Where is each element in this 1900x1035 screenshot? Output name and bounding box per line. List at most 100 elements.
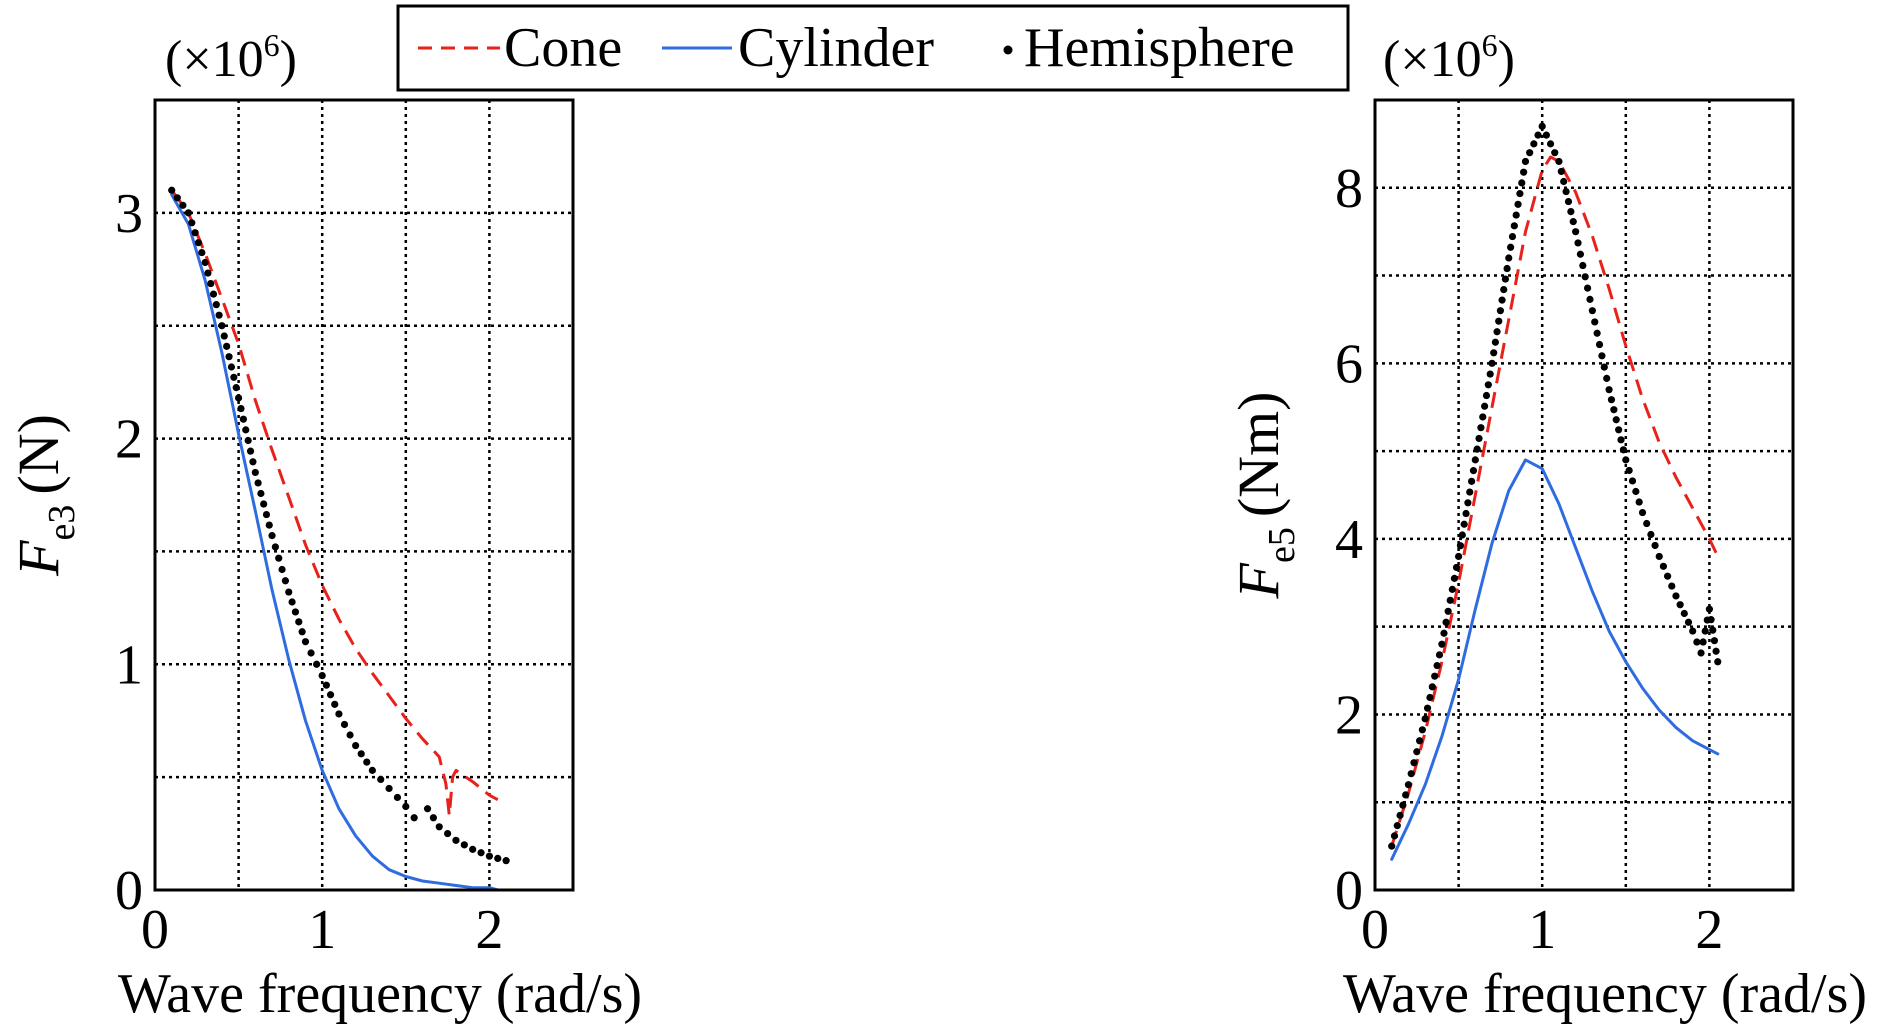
ytick-label-fe5: 6 xyxy=(1335,333,1363,395)
series-point-hemisphere-fe3 xyxy=(268,532,276,540)
xtick-label-fe3: 1 xyxy=(308,899,336,961)
series-point-hemisphere-fe5 xyxy=(1664,572,1672,580)
series-point-hemisphere-fe3 xyxy=(429,814,437,822)
series-point-hemisphere-fe3 xyxy=(477,849,485,857)
series-point-hemisphere-fe5 xyxy=(1490,349,1498,357)
series-point-hemisphere-fe5 xyxy=(1468,477,1476,485)
series-point-hemisphere-fe5 xyxy=(1647,530,1655,539)
series-point-hemisphere-fe5 xyxy=(1477,424,1485,432)
ylabel-fe3: Fe3 (N) xyxy=(6,414,83,577)
series-point-hemisphere-fe3 xyxy=(460,841,468,849)
series-point-hemisphere-fe5 xyxy=(1450,574,1459,582)
series-point-hemisphere-fe5 xyxy=(1581,273,1589,281)
series-point-hemisphere-fe5 xyxy=(1564,197,1573,206)
series-point-hemisphere-fe5 xyxy=(1479,413,1487,421)
ylabel-fe5-sub: e5 xyxy=(1261,527,1303,563)
series-point-hemisphere-fe5 xyxy=(1418,726,1426,734)
ylabel-fe3-unit: (N) xyxy=(6,414,71,495)
xticks-fe5: 0 1 2 xyxy=(1361,899,1723,961)
series-point-hemisphere-fe5 xyxy=(1574,239,1582,247)
legend-label-cylinder: Cylinder xyxy=(738,17,934,79)
series-point-hemisphere-fe5 xyxy=(1676,601,1684,609)
series-point-hemisphere-fe5 xyxy=(1435,651,1444,659)
ylabel-fe5-unit: (Nm) xyxy=(1226,392,1291,518)
series-point-hemisphere-fe5 xyxy=(1567,208,1575,216)
series-point-hemisphere-fe3 xyxy=(191,229,199,237)
series-point-hemisphere-fe5 xyxy=(1551,149,1559,157)
series-point-hemisphere-fe5 xyxy=(1569,218,1577,226)
series-point-hemisphere-fe5 xyxy=(1448,585,1456,593)
series-point-hemisphere-fe5 xyxy=(1518,179,1526,187)
series-point-hemisphere-fe5 xyxy=(1475,434,1483,443)
series-layer-fe3 xyxy=(168,186,510,892)
series-point-hemisphere-fe3 xyxy=(184,209,193,217)
series-point-hemisphere-fe3 xyxy=(265,521,273,529)
series-point-hemisphere-fe5 xyxy=(1402,791,1410,799)
series-point-hemisphere-fe3 xyxy=(295,618,303,626)
series-point-hemisphere-fe3 xyxy=(435,823,443,831)
ytick-label-fe5: 0 xyxy=(1335,860,1363,922)
series-point-hemisphere-fe3 xyxy=(377,775,385,784)
xtick-label-fe3: 0 xyxy=(141,899,169,961)
plot-frame-fe3 xyxy=(153,98,575,892)
series-point-hemisphere-fe5 xyxy=(1684,618,1693,626)
series-point-hemisphere-fe5 xyxy=(1643,519,1651,528)
series-point-hemisphere-fe3 xyxy=(188,219,196,227)
multiplier-fe5-close: ) xyxy=(1498,31,1515,88)
series-point-hemisphere-fe3 xyxy=(209,290,218,298)
series-point-hemisphere-fe5 xyxy=(1500,286,1508,294)
series-point-hemisphere-fe3 xyxy=(220,332,228,340)
ytick-label-fe5: 2 xyxy=(1335,684,1363,746)
series-point-hemisphere-fe3 xyxy=(318,671,326,680)
series-point-hemisphere-fe5 xyxy=(1390,832,1399,840)
series-point-hemisphere-fe5 xyxy=(1710,637,1719,645)
series-point-hemisphere-fe3 xyxy=(244,436,252,445)
series-point-hemisphere-fe5 xyxy=(1680,609,1688,618)
xtick-label-fe5: 2 xyxy=(1695,899,1723,961)
series-point-hemisphere-fe5 xyxy=(1520,168,1528,176)
series-point-hemisphere-fe3 xyxy=(201,258,209,267)
series-point-hemisphere-fe3 xyxy=(298,628,306,636)
series-point-hemisphere-fe5 xyxy=(1510,222,1518,230)
xlabel-fe3: Wave frequency (rad/s) xyxy=(118,963,642,1025)
series-point-hemisphere-fe3 xyxy=(249,458,257,466)
series-point-hemisphere-fe5 xyxy=(1481,402,1489,410)
series-point-hemisphere-fe5 xyxy=(1659,562,1668,570)
series-point-hemisphere-fe5 xyxy=(1462,509,1470,518)
series-point-hemisphere-fe3 xyxy=(168,186,176,194)
series-point-hemisphere-fe5 xyxy=(1495,317,1503,325)
series-point-hemisphere-fe3 xyxy=(227,363,236,371)
ylabel-fe3-sub: e3 xyxy=(41,505,83,541)
series-point-hemisphere-fe5 xyxy=(1689,627,1697,635)
series-point-hemisphere-fe3 xyxy=(326,691,335,699)
series-line-cylinder-fe3 xyxy=(170,193,500,892)
series-point-hemisphere-fe5 xyxy=(1507,243,1515,251)
series-point-hemisphere-fe5 xyxy=(1562,187,1570,196)
series-point-hemisphere-fe5 xyxy=(1438,640,1446,648)
series-point-hemisphere-fe3 xyxy=(322,681,330,689)
multiplier-fe3-close: ) xyxy=(280,31,297,88)
series-point-hemisphere-fe3 xyxy=(194,239,203,247)
multiplier-fe3-base: (×10 xyxy=(165,31,264,88)
chart-fe3: 0 1 2 3 0 1 2 (×106) Fe3 (N) Wave frequency (r… xyxy=(6,27,642,1025)
series-point-hemisphere-fe3 xyxy=(352,741,360,750)
series-point-hemisphere-fe3 xyxy=(340,720,349,729)
ytick-label-fe3: 0 xyxy=(115,860,143,922)
xtick-label-fe3: 2 xyxy=(475,899,503,961)
series-point-hemisphere-fe5 xyxy=(1701,627,1709,635)
series-point-hemisphere-fe5 xyxy=(1612,416,1620,424)
ytick-label-fe5: 8 xyxy=(1335,158,1363,220)
series-point-hemisphere-fe5 xyxy=(1579,261,1587,270)
legend-frame xyxy=(396,4,1350,92)
grid-fe5 xyxy=(1375,100,1793,890)
series-point-hemisphere-fe3 xyxy=(251,468,259,477)
series-point-hemisphere-fe5 xyxy=(1668,582,1676,590)
series-point-hemisphere-fe3 xyxy=(444,829,452,838)
series-point-hemisphere-fe5 xyxy=(1455,552,1463,561)
series-point-hemisphere-fe3 xyxy=(207,279,215,288)
series-point-hemisphere-fe5 xyxy=(1610,406,1618,414)
legend: Cone Cylinder Hemisphere xyxy=(396,4,1350,92)
series-point-hemisphere-fe5 xyxy=(1496,307,1504,315)
series-point-hemisphere-fe5 xyxy=(1576,250,1585,258)
